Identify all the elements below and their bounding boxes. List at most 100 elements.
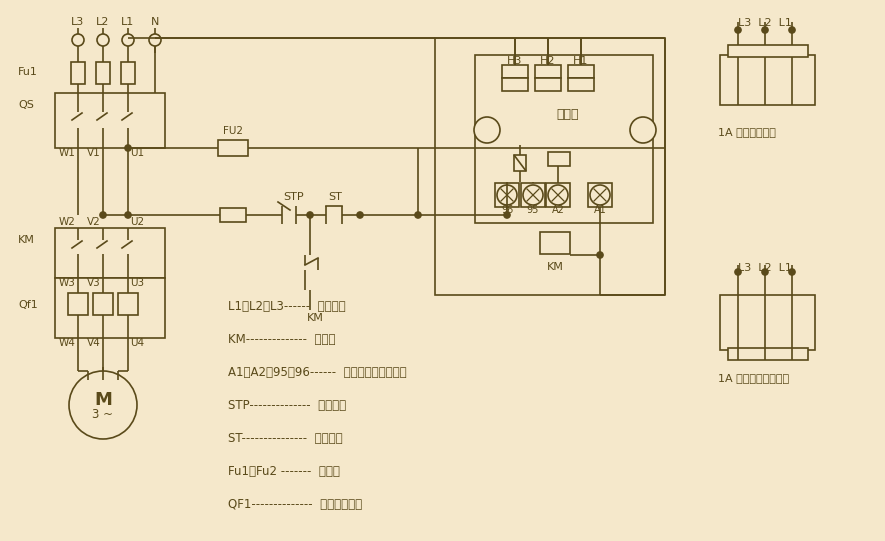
Circle shape: [789, 27, 795, 33]
Bar: [568, 78, 594, 91]
Text: KM--------------  接触器: KM-------------- 接触器: [228, 333, 335, 346]
Circle shape: [97, 34, 109, 46]
Bar: [502, 65, 528, 78]
Text: A1、A2、95、96------  保护器接线端子号码: A1、A2、95、96------ 保护器接线端子号码: [228, 366, 406, 379]
Text: STP: STP: [283, 192, 304, 202]
Text: QF1--------------  电动机保护器: QF1-------------- 电动机保护器: [228, 498, 362, 511]
Circle shape: [504, 212, 510, 218]
Text: U3: U3: [130, 278, 144, 288]
Text: 1A 以上一次穿心: 1A 以上一次穿心: [718, 127, 776, 137]
Text: W1: W1: [59, 148, 76, 158]
Text: U4: U4: [130, 338, 144, 348]
Bar: [720, 55, 815, 105]
Circle shape: [122, 34, 134, 46]
Text: V2: V2: [88, 217, 101, 227]
Circle shape: [100, 212, 106, 218]
Text: KM: KM: [547, 262, 564, 272]
Circle shape: [735, 269, 741, 275]
Bar: [568, 65, 594, 78]
Text: 96: 96: [501, 205, 513, 215]
Circle shape: [762, 269, 768, 275]
Bar: [121, 62, 135, 84]
Bar: [514, 155, 526, 171]
Text: ST: ST: [328, 192, 342, 202]
Text: L3  L2  L1: L3 L2 L1: [738, 18, 792, 28]
Bar: [435, 38, 665, 295]
Circle shape: [497, 185, 517, 205]
Bar: [728, 45, 808, 57]
Text: KM: KM: [307, 313, 324, 323]
Circle shape: [72, 34, 84, 46]
Text: L3  L2  L1: L3 L2 L1: [738, 263, 792, 273]
Bar: [728, 348, 808, 360]
Text: U2: U2: [130, 217, 144, 227]
Bar: [502, 78, 528, 91]
Text: 95: 95: [527, 205, 539, 215]
Circle shape: [789, 269, 795, 275]
Circle shape: [590, 185, 610, 205]
Bar: [55, 93, 165, 148]
Text: U1: U1: [130, 148, 144, 158]
Text: W2: W2: [59, 217, 76, 227]
Circle shape: [523, 185, 543, 205]
Circle shape: [357, 212, 363, 218]
Text: Fu1、Fu2 -------  燕断器: Fu1、Fu2 ------- 燕断器: [228, 465, 340, 478]
Bar: [720, 295, 815, 350]
Circle shape: [735, 27, 741, 33]
Text: H3: H3: [507, 56, 523, 66]
Text: A2: A2: [551, 205, 565, 215]
Circle shape: [415, 212, 421, 218]
Bar: [535, 78, 561, 91]
Circle shape: [125, 212, 131, 218]
Circle shape: [307, 212, 313, 218]
Bar: [93, 293, 113, 315]
Bar: [588, 183, 612, 207]
Bar: [475, 55, 653, 223]
Text: L1、L2、L3------  三相电源: L1、L2、L3------ 三相电源: [228, 300, 346, 313]
Text: L2: L2: [96, 17, 110, 27]
Text: 3 ~: 3 ~: [93, 408, 113, 421]
Bar: [220, 208, 246, 222]
Bar: [495, 183, 519, 207]
Text: 1A 以下各相三次穿心: 1A 以下各相三次穿心: [718, 373, 789, 383]
Bar: [118, 293, 138, 315]
Circle shape: [762, 27, 768, 33]
Circle shape: [548, 185, 568, 205]
Circle shape: [125, 145, 131, 151]
Text: V3: V3: [88, 278, 101, 288]
Circle shape: [597, 252, 603, 258]
Text: 保护器: 保护器: [557, 109, 580, 122]
Circle shape: [630, 117, 656, 143]
Text: L3: L3: [72, 17, 85, 27]
Text: H2: H2: [540, 56, 556, 66]
Circle shape: [69, 371, 137, 439]
Text: Fu1: Fu1: [18, 67, 38, 77]
Bar: [71, 62, 85, 84]
Bar: [521, 183, 545, 207]
Bar: [218, 140, 248, 156]
Bar: [548, 152, 570, 166]
Bar: [68, 293, 88, 315]
Bar: [540, 232, 570, 254]
Text: Qf1: Qf1: [18, 300, 38, 310]
Circle shape: [474, 117, 500, 143]
Bar: [96, 62, 110, 84]
Bar: [55, 278, 165, 338]
Text: ST---------------  启动按鈕: ST--------------- 启动按鈕: [228, 432, 342, 445]
Text: QS: QS: [18, 100, 34, 110]
Text: STP--------------  停止按鈕: STP-------------- 停止按鈕: [228, 399, 346, 412]
Circle shape: [149, 34, 161, 46]
Text: FU2: FU2: [223, 126, 243, 136]
Text: L1: L1: [121, 17, 135, 27]
Bar: [535, 65, 561, 78]
Text: KM: KM: [18, 235, 35, 245]
Text: M: M: [94, 391, 112, 409]
Text: N: N: [150, 17, 159, 27]
Text: A1: A1: [594, 205, 606, 215]
Text: W3: W3: [59, 278, 76, 288]
Text: H1: H1: [573, 56, 589, 66]
Text: V1: V1: [88, 148, 101, 158]
Text: W4: W4: [59, 338, 76, 348]
Bar: [546, 183, 570, 207]
Bar: [55, 228, 165, 278]
